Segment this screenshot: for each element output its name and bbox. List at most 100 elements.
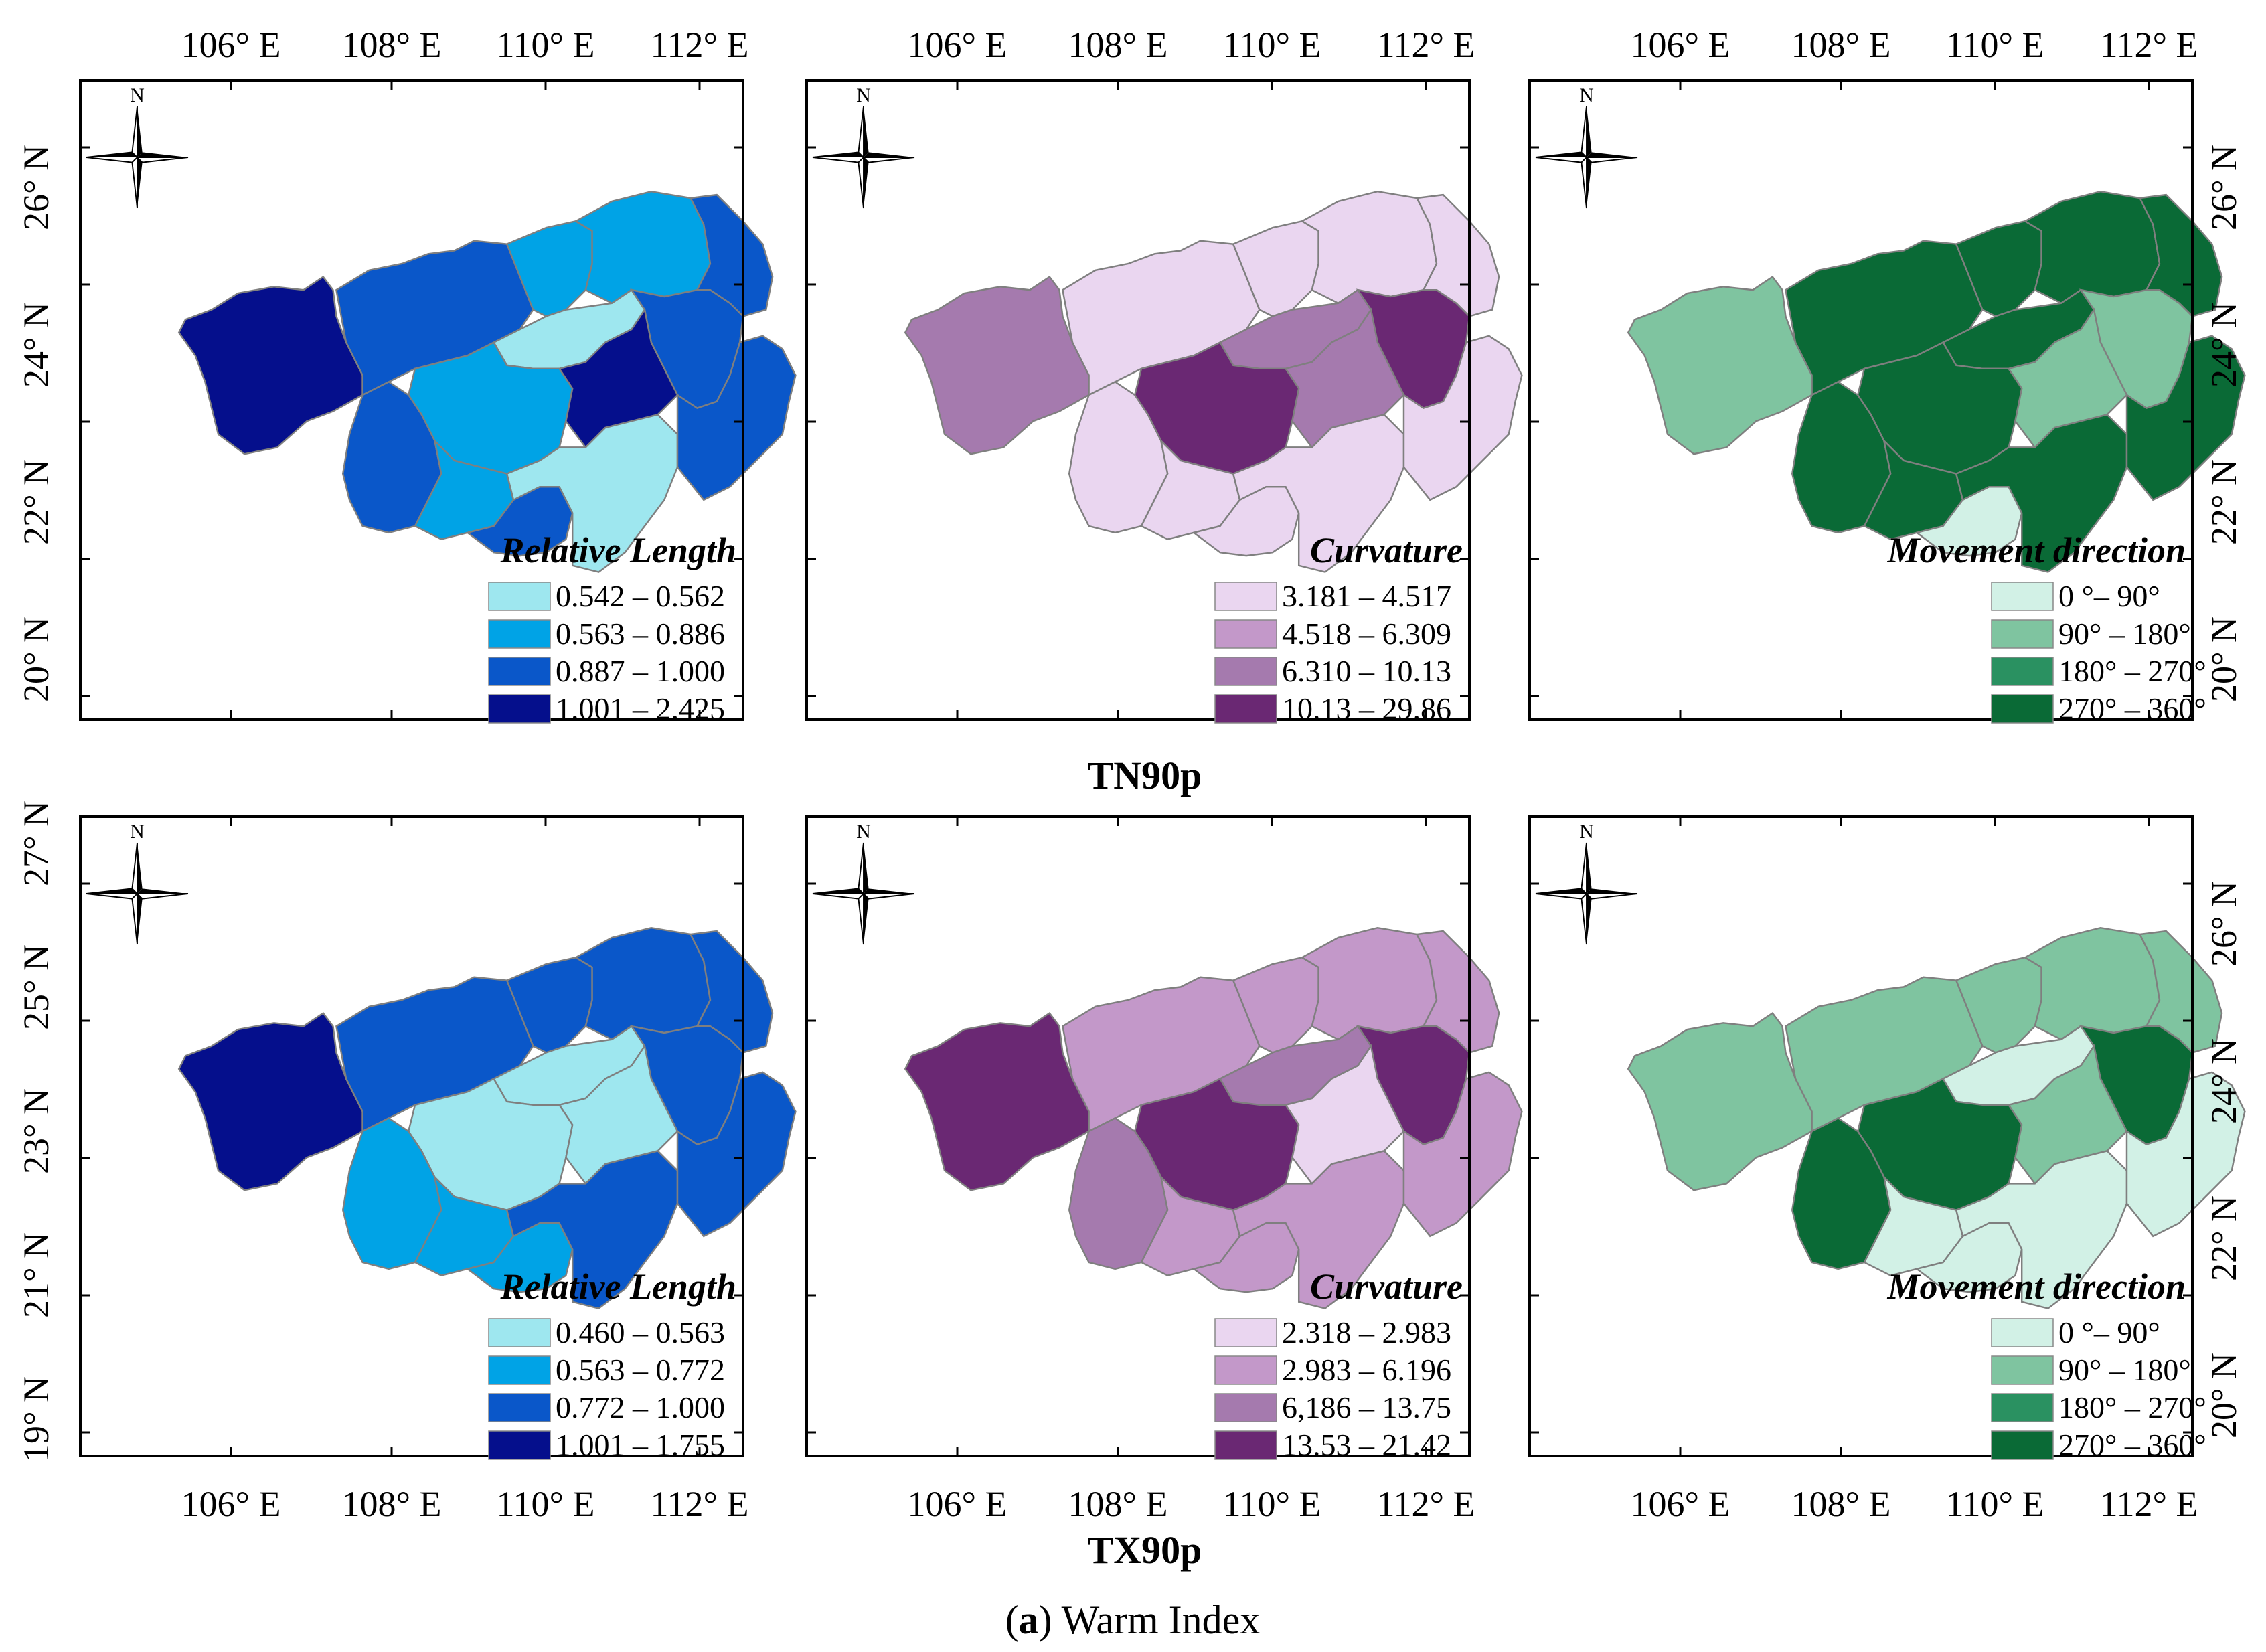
legend-label: 180° – 270° — [2058, 654, 2206, 688]
north-label: N — [130, 821, 145, 843]
legend-label: 3.181 – 4.517 — [1282, 579, 1451, 613]
map-panel-tx90p-relative-length: N Relative Length 0.460 – 0.563 0.563 – 0.7… — [79, 815, 797, 1462]
legend-swatch — [1991, 657, 2054, 686]
lon-label-top: 110° E — [1222, 25, 1321, 65]
lon-label-bottom: 110° E — [496, 1484, 594, 1524]
legend-title: Curvature — [1310, 530, 1463, 570]
map-region — [1627, 1011, 1813, 1191]
legend-swatch — [1214, 1318, 1277, 1347]
legend-swatch — [1991, 1430, 2054, 1460]
lon-label-bottom: 112° E — [2099, 1484, 2198, 1524]
legend-swatch — [488, 694, 551, 724]
legend-label: 0.563 – 0.886 — [556, 616, 725, 651]
lat-label-left: 24° N — [16, 302, 56, 388]
lat-label-right: 24° N — [2204, 302, 2244, 388]
map-region — [676, 1071, 797, 1238]
legend-swatch — [1214, 1355, 1277, 1385]
map-region — [1232, 414, 1405, 573]
legend-title: Relative Length — [500, 1266, 736, 1307]
map-region — [1300, 190, 1438, 305]
lon-label-bottom: 108° E — [1791, 1484, 1890, 1524]
map-region — [2023, 190, 2161, 305]
map-frame — [1528, 79, 2194, 721]
legend-label: 1.001 – 2.425 — [556, 691, 725, 726]
figure-caption: (a) Warm Index — [1005, 1598, 1261, 1642]
legend-swatch — [1991, 1318, 2054, 1347]
lon-label-bottom: 110° E — [1945, 1484, 2044, 1524]
legend-swatch — [1991, 1355, 2054, 1385]
lon-label-bottom: 112° E — [1376, 1484, 1475, 1524]
north-arrow-icon — [812, 106, 915, 209]
north-label: N — [856, 821, 871, 843]
lon-label-top: 106° E — [181, 25, 280, 65]
row-label-tn90p: TN90p — [1088, 754, 1202, 797]
map-panel-tn90p-movement-direction: N Movement direction 0 °– 90°90° – 180°180… — [1528, 79, 2246, 726]
legend-label: 270° – 360° — [2058, 1428, 2206, 1462]
map-region — [2125, 1071, 2246, 1238]
lat-label-left: 21° N — [16, 1232, 56, 1318]
lat-label-right: 20° N — [2204, 1353, 2244, 1438]
lat-label-right: 22° N — [2204, 459, 2244, 545]
north-arrow-icon — [86, 106, 189, 209]
legend-label: 0.460 – 0.563 — [556, 1315, 725, 1349]
north-arrow-icon — [1535, 842, 1638, 945]
legend-label: 180° – 270° — [2058, 1390, 2206, 1424]
legend-label: 0.542 – 0.562 — [556, 579, 725, 613]
legend-label: 0 °– 90° — [2058, 579, 2160, 613]
lon-label-bottom: 108° E — [1068, 1484, 1167, 1524]
lon-label-bottom: 106° E — [1630, 1484, 1730, 1524]
map-frame — [79, 815, 744, 1457]
map-region — [2023, 926, 2161, 1041]
lat-label-right: 20° N — [2204, 616, 2244, 702]
map-region — [904, 1011, 1090, 1191]
legend-label: 0.563 – 0.772 — [556, 1353, 725, 1387]
north-arrow-icon — [86, 842, 189, 945]
map-frame — [1528, 815, 2194, 1457]
legend-swatch — [488, 657, 551, 686]
row-label-tx90p: TX90p — [1088, 1528, 1202, 1572]
legend-label: 4.518 – 6.309 — [1282, 616, 1451, 651]
map-region — [1300, 926, 1438, 1041]
lon-label-top: 110° E — [1945, 25, 2044, 65]
legend-title: Relative Length — [500, 530, 736, 570]
legend-label: 90° – 180° — [2058, 616, 2191, 651]
legend-swatch — [1214, 619, 1277, 649]
legend-swatch — [1214, 694, 1277, 724]
map-region — [2125, 335, 2246, 501]
north-label: N — [1579, 821, 1594, 843]
lon-label-top: 112° E — [1376, 25, 1475, 65]
lon-label-bottom: 106° E — [907, 1484, 1007, 1524]
legend-title: Movement direction — [1887, 530, 2186, 570]
lat-label-right: 26° N — [2204, 145, 2244, 230]
lat-label-right: 24° N — [2204, 1038, 2244, 1124]
province-map — [177, 926, 797, 1309]
north-label: N — [1579, 84, 1594, 106]
legend-swatch — [1991, 694, 2054, 724]
map-region — [505, 1150, 679, 1309]
legend-label: 0.887 – 1.000 — [556, 654, 725, 688]
lon-label-top: 112° E — [2099, 25, 2198, 65]
lat-label-left: 19° N — [16, 1376, 56, 1462]
legend-swatch — [488, 1393, 551, 1422]
legend-swatch — [1991, 582, 2054, 611]
north-label: N — [130, 84, 145, 106]
legend-label: 0.772 – 1.000 — [556, 1390, 725, 1424]
map-region — [1402, 335, 1523, 501]
map-frame — [79, 79, 744, 721]
map-panel-tx90p-movement-direction: N Movement direction 0 °– 90° 90° – 180°180… — [1528, 815, 2246, 1462]
map-panel-tx90p-curvature: N Curvature 2.318 – 2.983 2.983 – 6.1966,18… — [805, 815, 1523, 1462]
lat-label-left: 27° N — [16, 801, 56, 886]
map-region — [505, 414, 679, 573]
legend-title: Curvature — [1310, 1266, 1463, 1307]
map-region — [1955, 1150, 2128, 1309]
north-label: N — [856, 84, 871, 106]
lon-label-top: 108° E — [1068, 25, 1167, 65]
legend-swatch — [488, 582, 551, 611]
lat-label-left: 22° N — [16, 459, 56, 545]
map-region — [904, 275, 1090, 455]
province-map — [1627, 190, 2246, 573]
lat-label-right: 22° N — [2204, 1195, 2244, 1281]
legend-label: 90° – 180° — [2058, 1353, 2191, 1387]
province-map — [177, 190, 797, 573]
lat-label-left: 26° N — [16, 145, 56, 230]
